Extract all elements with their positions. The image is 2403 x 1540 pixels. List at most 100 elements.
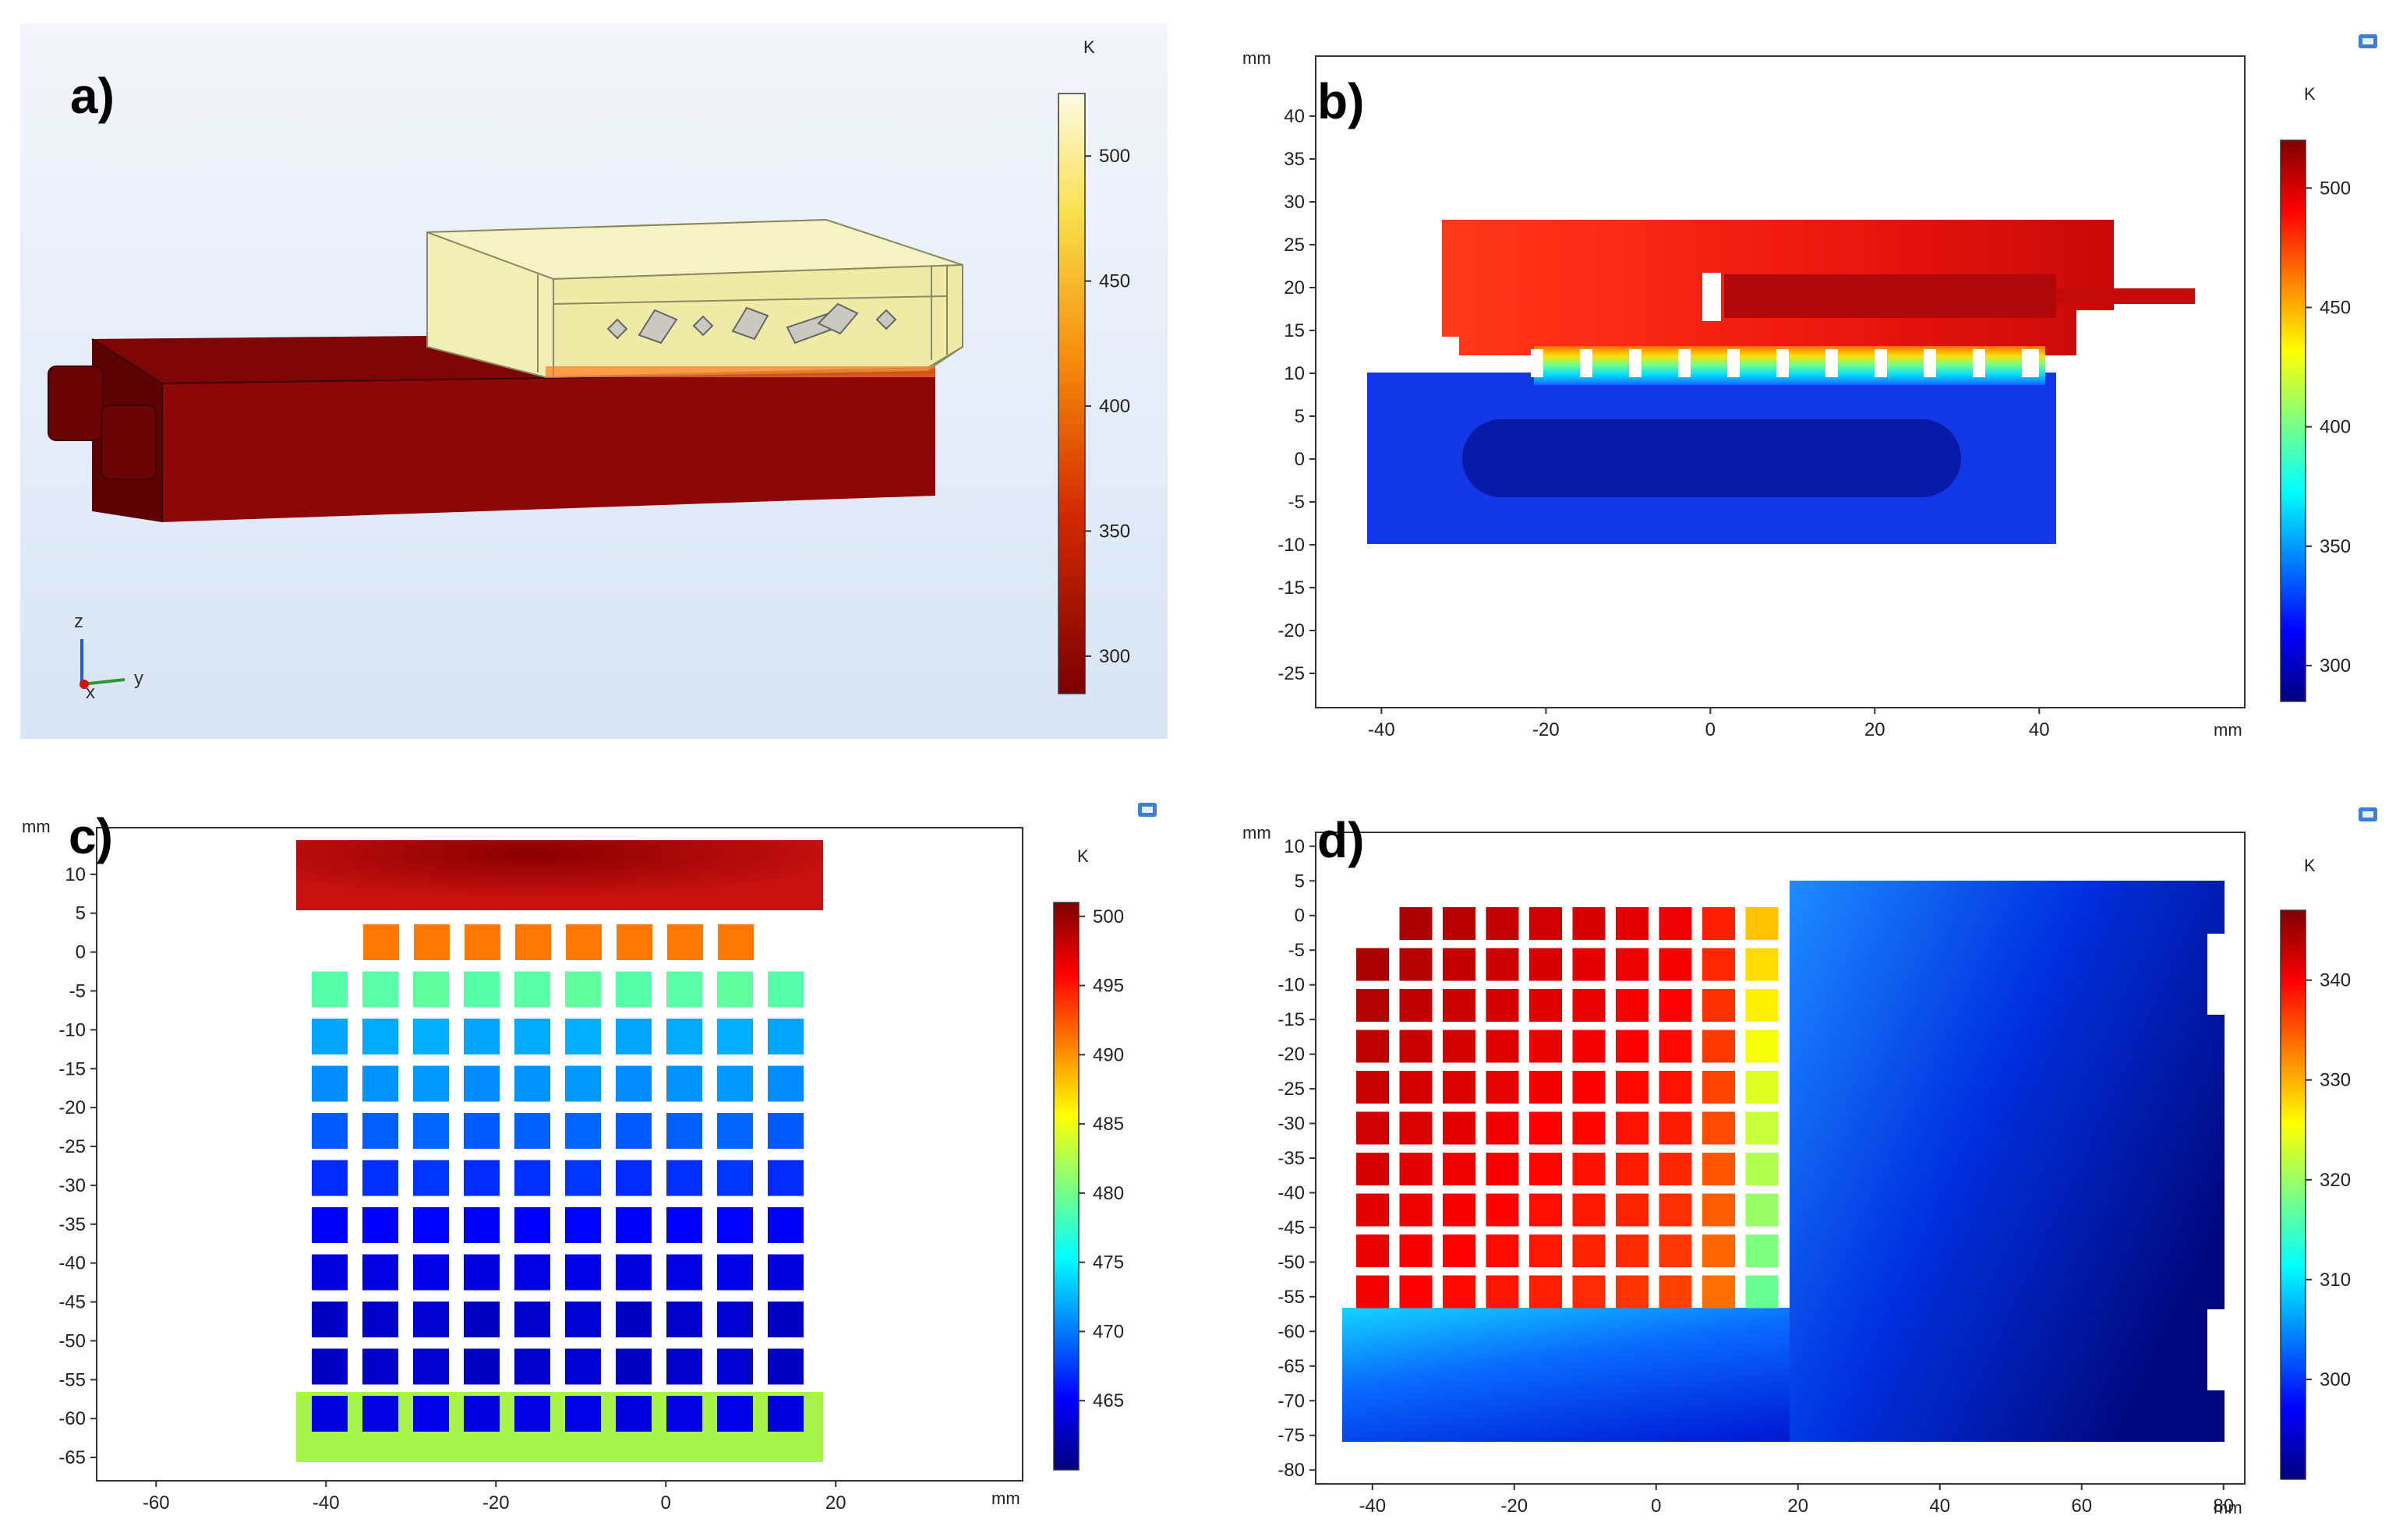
panel-d-cell — [1572, 1030, 1606, 1063]
panel-d-cell — [1659, 989, 1692, 1022]
panel-d-cell — [1572, 1111, 1606, 1145]
panel-c-cell — [362, 971, 398, 1008]
panel-c-cell — [768, 971, 804, 1008]
panel-c-cell — [362, 1254, 398, 1291]
panel-d-cell — [1616, 1071, 1649, 1104]
panel-c-cells — [312, 924, 804, 1432]
panel-d-ytick-label: -50 — [1277, 1252, 1305, 1273]
heater-gap-left — [1702, 273, 1721, 321]
panel-b-ytick-label: 15 — [1284, 320, 1305, 341]
panel-d-xtick-label: 20 — [1787, 1496, 1808, 1517]
panel-c-cell — [464, 971, 500, 1008]
panel-c-cell — [362, 1113, 398, 1149]
panel-c-cell — [464, 1019, 500, 1054]
panel-d-cell — [1659, 1071, 1692, 1104]
panel-d-cell — [1443, 1234, 1475, 1267]
panel-d-cell — [1443, 1111, 1475, 1145]
panel-c-cell — [514, 1348, 550, 1385]
panel-d-cell — [1616, 907, 1649, 940]
panel-d-xtick-label: 40 — [1929, 1496, 1950, 1517]
interface-gap — [1531, 349, 1543, 377]
panel-d-ytick-label: -35 — [1277, 1148, 1305, 1169]
panel-d-colorbar-unit: K — [2304, 856, 2316, 875]
panel-c-cell — [616, 1065, 652, 1102]
interface-gap — [1825, 349, 1838, 377]
panel-c-cell — [464, 1160, 500, 1196]
panel-d-cell — [1702, 1234, 1735, 1267]
panel-d-x-unit: mm — [2214, 1498, 2242, 1517]
panel-b-ytick-label: 0 — [1295, 449, 1305, 470]
panel-c-ytick-label: -10 — [58, 1019, 86, 1040]
panel-b-xtick-label: 40 — [2029, 719, 2050, 740]
panel-d-cell — [1356, 989, 1389, 1022]
panel-c-xtick-label: -20 — [482, 1492, 510, 1514]
panel-d-ytick-label: -25 — [1277, 1079, 1305, 1100]
panel-b-ytick-label: -25 — [1277, 663, 1305, 684]
panel-d-cell — [1443, 1275, 1475, 1309]
cooling-channel — [1462, 419, 1961, 497]
panel-c-cell — [413, 1019, 449, 1054]
panel-c-cell — [312, 1302, 348, 1337]
panel-d-cell — [1443, 1153, 1475, 1185]
panel-d-cell — [1572, 1234, 1606, 1267]
panel-d-ytick-label: -15 — [1277, 1009, 1305, 1030]
panel-d-ytick-label: -55 — [1277, 1287, 1305, 1308]
panel-b-xtick-label: 0 — [1705, 719, 1716, 740]
panel-c-cell — [768, 1113, 804, 1149]
panel-c-cell — [362, 1207, 398, 1243]
panel-d-cell — [1486, 1111, 1519, 1145]
panel-d-cell — [1399, 989, 1433, 1022]
panel-c-cell — [717, 1019, 753, 1054]
panel-b-cb-tick-label: 400 — [2320, 417, 2351, 438]
panel-d-cell — [1443, 1030, 1475, 1063]
panel-d-label: d) — [1317, 812, 1364, 868]
panel-c-cell — [514, 1254, 550, 1291]
panel-b-ytick-label: 35 — [1284, 149, 1305, 170]
panel-c-cell — [565, 1065, 601, 1102]
panel-c-cell — [514, 971, 550, 1008]
panel-c-cell — [312, 1065, 348, 1102]
panel-d-xtick-label: 0 — [1651, 1496, 1661, 1517]
panel-d-cell — [1659, 1234, 1692, 1267]
panel-d-ytick-label: -45 — [1277, 1217, 1305, 1238]
panel-c-cell — [413, 1160, 449, 1196]
panel-d-cell — [1572, 907, 1606, 940]
panel-d-cell — [1702, 1071, 1735, 1104]
panel-c-cell — [717, 1160, 753, 1196]
panel-d-cell — [1745, 1111, 1779, 1145]
window-icons — [1138, 34, 2377, 821]
panel-c-cell — [362, 1065, 398, 1102]
panel-d-cell — [1356, 1071, 1389, 1104]
panel-d-ytick-label: 5 — [1295, 871, 1305, 892]
axis-ticks: -40 -20 0 20 40 40 35 30 25 20 15 10 5 0 -5 -10 -15 -20 -2… — [58, 106, 2234, 1517]
panel-c-cell — [768, 1160, 804, 1196]
panel-c-cell — [464, 1065, 500, 1102]
panel-d-cell — [1659, 1030, 1692, 1063]
panel-d-cell — [1443, 1193, 1475, 1227]
panel-c-cell — [565, 1113, 601, 1149]
panel-d-cell — [1745, 948, 1779, 981]
panel-a: a) — [20, 23, 1168, 739]
panel-d-cell — [1486, 1234, 1519, 1267]
panel-c-y-unit: mm — [22, 817, 51, 836]
panel-b-ytick-label: 30 — [1284, 192, 1305, 213]
panel-a-colorbar — [1058, 93, 1086, 694]
panel-c-cell — [666, 1348, 702, 1385]
panel-d-ytick-label: -65 — [1277, 1356, 1305, 1377]
panel-b-xtick-label: -40 — [1368, 719, 1395, 740]
panel-c-ytick-label: -30 — [58, 1175, 86, 1196]
panel-d-cell — [1356, 1111, 1389, 1145]
panel-c-cell — [616, 1113, 652, 1149]
panel-b-cb-tick-label: 500 — [2320, 178, 2351, 199]
panel-c-cell — [717, 1302, 753, 1337]
panel-c-xtick-label: 0 — [661, 1492, 671, 1514]
panel-c-ytick-label: -20 — [58, 1097, 86, 1118]
panel-c-cell — [565, 1348, 601, 1385]
panel-c-cell — [312, 971, 348, 1008]
axis-z-label: z — [74, 611, 83, 632]
panel-c-cell — [717, 971, 753, 1008]
panel-d-cell — [1702, 1153, 1735, 1185]
panel-c-ytick-label: 10 — [65, 864, 86, 885]
